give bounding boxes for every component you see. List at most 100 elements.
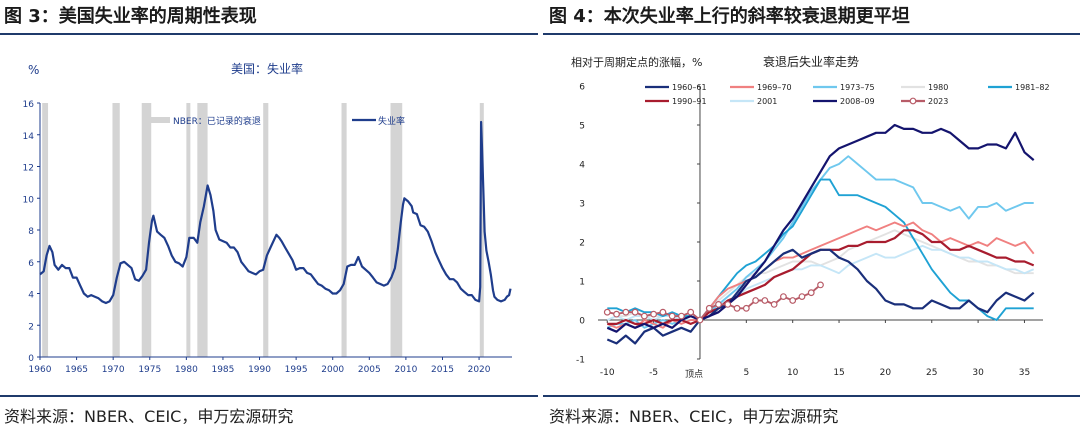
series-point-2023: [622, 308, 630, 316]
series-point-2023: [696, 316, 704, 324]
left-axes: 0 2 4 6 8 10 12 14 16 1960 1965 1970 1975 1980 1985 199…: [23, 100, 512, 375]
x-tick-label: -5: [649, 368, 658, 378]
x-tick-label: 1980: [175, 365, 198, 375]
recession-band: [263, 103, 269, 357]
y-tick-label: 5: [579, 122, 585, 132]
series-line-2008–09: [606, 123, 1035, 333]
x-tick-label: 30: [972, 368, 984, 378]
series-line-1990–91: [607, 229, 1035, 325]
x-tick-label: 1995: [285, 365, 308, 375]
left-legend: NBER：已记录的衰退 失业率: [150, 115, 405, 127]
y-tick-label: 3: [579, 200, 585, 210]
y-tick-label: 6: [579, 83, 585, 93]
legend-label: 1973–75: [840, 83, 875, 92]
recession-band: [197, 103, 208, 357]
legend-recession-swatch: [150, 117, 170, 123]
recession-band: [186, 103, 191, 357]
right-figure-panel: 图 4：本次失业率上行的斜率较衰退期更平坦 相对于周期定点的涨幅，% 衰退后失业…: [543, 0, 1080, 431]
legend-label: 2023: [928, 97, 948, 106]
right-source-rule: [543, 395, 1080, 397]
series-line-1980: [606, 229, 1034, 321]
y-tick-label: 14: [23, 132, 35, 142]
series-point-2023: [789, 297, 797, 304]
series-point-2023: [724, 301, 732, 308]
x-tick-label: 1975: [138, 365, 161, 375]
y-tick-label: 0: [579, 317, 585, 327]
right-legend: 1960–61 1969–70 1973–75 1980 1981–82 1990–91 2…: [645, 83, 1050, 106]
us-unemployment-chart: 美国：失业率 % 0 2 4 6 8 10 12 14 16 1960 1965 1970 1975 19…: [23, 61, 512, 375]
series-point-2023: [613, 310, 620, 318]
legend-marker: [909, 97, 917, 105]
y-tick-label: 2: [579, 239, 585, 249]
y-tick-label: 16: [23, 100, 35, 110]
x-tick-label: 1965: [65, 365, 88, 375]
x-tick-label: 25: [926, 368, 937, 378]
left-source-rule: [0, 395, 538, 397]
y-tick-label: 4: [28, 291, 34, 301]
x-tick-label: 2010: [394, 365, 417, 375]
x-tick-label: 2015: [431, 365, 454, 375]
recession-band: [42, 103, 49, 357]
x-tick-label: 15: [833, 368, 844, 378]
x-tick-label: -10: [600, 368, 615, 378]
right-source-note: 资料来源：NBER、CEIC，申万宏源研究: [549, 407, 839, 426]
y-tick-label: 4: [579, 161, 585, 171]
legend-label: 1969–70: [757, 83, 792, 92]
series-point-2023: [715, 301, 722, 308]
series-point-2023: [705, 304, 713, 312]
x-tick-label: 2000: [321, 365, 344, 375]
x-tick-label: 20: [880, 368, 892, 378]
series-point-2023: [640, 312, 648, 320]
series-point-2023: [659, 308, 667, 316]
series-point-2023: [817, 281, 824, 289]
right-title-rule: [543, 33, 1080, 35]
right-chart-title: 衰退后失业率走势: [763, 54, 859, 69]
y-tick-label: 2: [28, 322, 34, 332]
series-point-2023: [631, 308, 639, 316]
left-title-rule: [0, 33, 538, 35]
right-figure-title: 图 4：本次失业率上行的斜率较衰退期更平坦: [549, 6, 910, 27]
series-point-2023: [687, 308, 695, 316]
left-source-note: 资料来源：NBER、CEIC，申万宏源研究: [4, 407, 294, 426]
unemployment-rate-line: [39, 120, 512, 305]
y-tick-label: 8: [28, 227, 34, 237]
cycle-series: [603, 123, 1035, 345]
recession-bands: [42, 103, 484, 357]
left-y-unit: %: [28, 63, 39, 77]
recession-band: [341, 103, 347, 357]
x-tick-label: 1960: [29, 365, 52, 375]
series-point-2023: [798, 293, 806, 301]
y-tick-label: 10: [23, 195, 35, 205]
y-tick-label: -1: [576, 356, 585, 366]
right-y-unit-label: 相对于周期定点的涨幅，%: [571, 55, 702, 69]
legend-label: 1980: [928, 83, 948, 92]
series-line-1960–61: [606, 248, 1035, 345]
legend-label: 2008–09: [840, 97, 875, 106]
legend-label: 1990–91: [672, 97, 707, 106]
series-point-2023: [733, 304, 741, 312]
series-point-2023: [752, 297, 760, 304]
x-tick-label: 2005: [358, 365, 381, 375]
unemployment-series: [39, 120, 512, 305]
recession-band: [479, 103, 484, 357]
legend-line-label: 失业率: [378, 115, 405, 127]
left-chart-title: 美国：失业率: [231, 61, 303, 76]
y-tick-label: 6: [28, 259, 34, 269]
series-point-2023: [770, 301, 778, 308]
series-point-2023: [603, 308, 611, 316]
series-line-2001: [606, 244, 1035, 321]
x-tick-label: 2020: [468, 365, 491, 375]
recession-band: [390, 103, 403, 357]
legend-label: 1981–82: [1015, 83, 1050, 92]
x-origin-label: 顶点: [685, 369, 703, 380]
recession-band: [112, 103, 120, 357]
series-point-2023: [678, 312, 685, 320]
series-point-2023: [650, 310, 658, 318]
series-point-2023: [807, 289, 815, 297]
series-point-2023: [668, 312, 676, 320]
legend-label: 1960–61: [672, 83, 707, 92]
legend-recession-label: NBER：已记录的衰退: [173, 115, 261, 127]
x-tick-label: 10: [787, 368, 799, 378]
